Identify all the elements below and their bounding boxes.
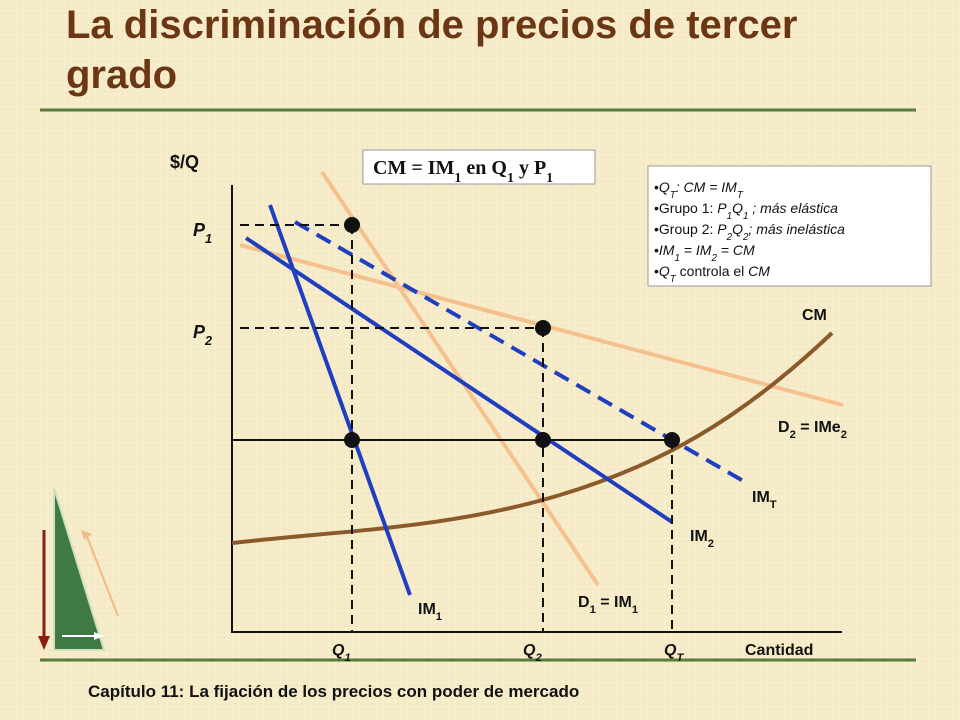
text-run: CM	[802, 307, 827, 324]
text-run: IM	[418, 601, 436, 618]
title-line: La discriminación de precios de tercer	[66, 3, 797, 47]
quantity-label: Q1	[332, 642, 351, 664]
note: •QT controla el CM	[654, 263, 770, 285]
text-run: 2	[204, 334, 212, 348]
text-run: ; más inelástica	[748, 221, 845, 237]
text-run: = IMe	[796, 419, 841, 436]
text-run: 2	[790, 429, 796, 441]
y-axis-label: $/Q	[170, 152, 199, 172]
text-run: 1	[727, 211, 732, 222]
text-run: CM = IM	[373, 157, 455, 179]
text-run: : CM = IM	[676, 179, 737, 195]
text-run: 1	[674, 253, 679, 264]
text-run: en Q	[461, 157, 507, 179]
text-run: D	[778, 419, 790, 436]
text-run: Q	[659, 263, 670, 279]
text-run: •Group 2:	[654, 221, 717, 237]
text-run: Q	[523, 642, 536, 659]
footer: Capítulo 11: La fijación de los precios …	[88, 682, 579, 701]
text-run: T	[737, 190, 744, 201]
text-run: Q	[659, 179, 670, 195]
text-run: •	[654, 179, 659, 195]
curve-label: IM2	[690, 528, 714, 550]
text-run: ; más elástica	[748, 200, 838, 216]
text-run: IM	[659, 242, 675, 258]
text-run: Cantidad	[745, 642, 813, 659]
note: •IM1 = IM2 = CM	[654, 242, 755, 264]
marginal-cost	[231, 331, 834, 545]
notes-box	[647, 165, 932, 287]
text-run: D	[578, 594, 590, 611]
text-run: 1	[205, 232, 212, 246]
text-run: T	[770, 499, 777, 511]
text-run: 2	[708, 538, 714, 550]
text-run: •	[654, 263, 659, 279]
text-run: 2	[742, 232, 749, 243]
text-run: P	[717, 200, 727, 216]
x-axis-label: Cantidad	[745, 642, 813, 659]
text-run: controla el	[676, 263, 748, 279]
note: •Grupo 1: P1Q1 ; más elástica	[654, 200, 838, 222]
text-run: Q	[732, 200, 743, 216]
text-run: 1	[743, 211, 748, 222]
curve-label: CM	[802, 307, 827, 324]
text-run: T	[670, 190, 677, 201]
icon	[38, 487, 119, 651]
text-run: 1	[632, 604, 638, 616]
text-run: 1	[590, 604, 596, 616]
text-run: •	[654, 242, 659, 258]
text-run: 1	[454, 171, 461, 186]
text-run: Q	[732, 221, 743, 237]
quantity-label: QT	[664, 642, 684, 664]
price-label: P2	[193, 322, 212, 348]
text-run: $/Q	[170, 152, 199, 172]
text-run: •Grupo 1:	[654, 200, 717, 216]
title-line: grado	[66, 53, 177, 97]
text-run: = CM	[717, 242, 755, 258]
text-run: 2	[726, 232, 733, 243]
text-run: y P	[514, 157, 546, 179]
text-run: CM	[748, 263, 770, 279]
text-run: = IM	[596, 594, 632, 611]
text-run: 2	[841, 429, 847, 441]
text-run: T	[670, 274, 677, 285]
note: •Group 2: P2Q2; más inelástica	[654, 221, 845, 243]
text-run: 2	[534, 652, 542, 664]
text-run: P	[717, 221, 727, 237]
text-run: 1	[344, 652, 350, 664]
callout-box	[362, 149, 596, 185]
points	[344, 217, 680, 448]
guides	[240, 224, 673, 632]
text-run: Q	[332, 642, 345, 659]
text-run: 1	[546, 171, 553, 186]
text-run: P	[193, 322, 206, 342]
text-run: Q	[664, 642, 677, 659]
curve-label: D1 = IM1	[578, 594, 638, 616]
text-run: 2	[710, 253, 717, 264]
marginal-revenue-2	[244, 236, 674, 524]
text-run: 1	[507, 171, 514, 186]
callout: CM = IM1 en Q1 y P1	[373, 157, 553, 186]
curve-label: D2 = IMe2	[778, 419, 847, 441]
text-run: = IM	[680, 242, 712, 258]
price-label: P1	[193, 220, 212, 246]
curve-label: IMT	[752, 489, 777, 511]
text-run: T	[676, 652, 684, 664]
text-run: P	[193, 220, 206, 240]
text-run: IM	[752, 489, 770, 506]
quantity-label: Q2	[523, 642, 542, 664]
text-run: 1	[436, 611, 442, 623]
curve-label: IM1	[418, 601, 442, 623]
text-run: IM	[690, 528, 708, 545]
note: •QT: CM = IMT	[654, 179, 744, 201]
